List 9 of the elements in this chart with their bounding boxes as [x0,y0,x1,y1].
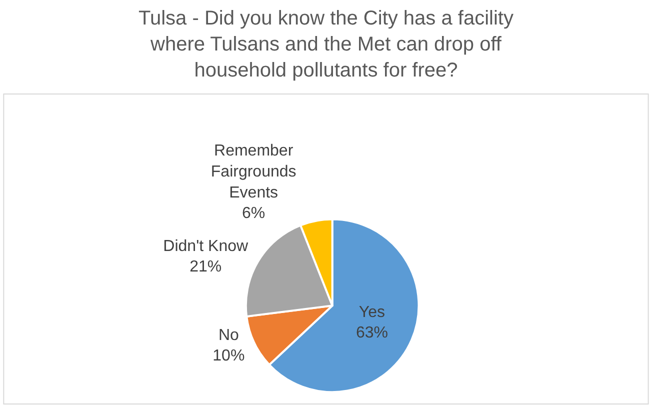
slice-label: No [218,326,239,344]
data-label: 6% [242,205,266,222]
slice-label: Yes [358,304,386,321]
data-label: 63% [356,324,388,342]
data-label: 21% [190,258,222,276]
chart-title: Tulsa - Did you know the City has a facility where Tulsans and the Met can drop off household pollutants for free? [138,7,514,82]
slice-label: Didn't Know [163,238,248,255]
slice-label: Remember Fairgrounds Events [210,142,296,202]
data-label: 10% [212,348,245,365]
